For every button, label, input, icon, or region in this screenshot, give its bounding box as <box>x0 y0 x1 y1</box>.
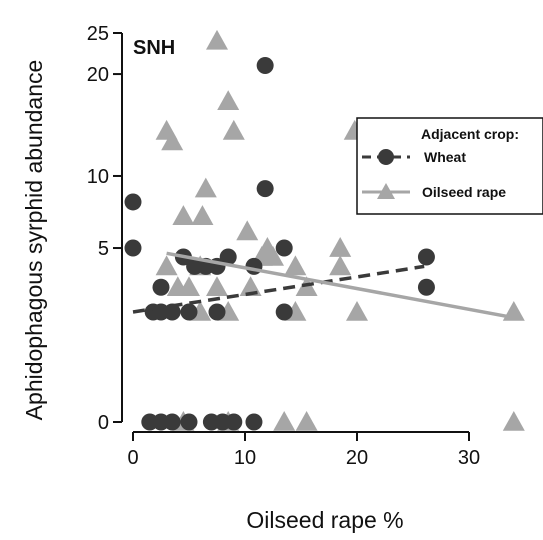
oilseed-rape-point <box>284 255 307 276</box>
legend-oilseed-marker <box>377 183 395 199</box>
oilseed-rape-point <box>206 29 228 50</box>
legend: Adjacent crop: Wheat Oilseed rape <box>356 117 543 215</box>
oilseed-rape-point <box>329 255 352 276</box>
wheat-point <box>225 413 243 431</box>
x-axis-title: Oilseed rape % <box>246 507 403 533</box>
wheat-point <box>124 193 142 211</box>
axes: 0 10 20 30 0 5 10 20 25 <box>87 23 480 469</box>
y-tick-label: 25 <box>87 23 109 45</box>
legend-title: Adjacent crop: <box>421 126 519 142</box>
oilseed-rape-point <box>502 411 525 431</box>
oilseed-rape-point <box>295 411 318 431</box>
legend-wheat-label: Wheat <box>424 149 466 165</box>
oilseed-rape-point <box>217 90 240 111</box>
y-tick-label: 10 <box>87 166 109 188</box>
wheat-point <box>245 413 263 431</box>
wheat-point <box>256 180 274 198</box>
wheat-point <box>208 303 226 321</box>
wheat-point <box>417 278 435 296</box>
oilseed-rape-point <box>222 119 245 140</box>
x-tick-label: 10 <box>234 447 256 469</box>
oilseed-rape-point <box>329 237 352 257</box>
oilseed-rape-point <box>178 276 200 297</box>
x-tick-label: 0 <box>127 447 138 469</box>
oilseed-rape-point <box>161 130 184 151</box>
wheat-point <box>163 303 181 321</box>
wheat-trend-line <box>132 264 425 314</box>
legend-oilseed-label: Oilseed rape <box>422 184 506 200</box>
y-tick-label: 20 <box>87 64 109 86</box>
oilseed-rape-point <box>191 205 214 225</box>
oilseed-rape-point <box>346 300 368 321</box>
data-marks <box>124 29 525 431</box>
y-tick-label: 0 <box>98 412 109 434</box>
wheat-point <box>124 239 142 257</box>
trend-lines <box>132 251 515 320</box>
oilseed-rape-point <box>194 177 217 198</box>
oilseed-rape-point <box>155 255 178 276</box>
wheat-point <box>275 239 293 257</box>
oilseed-rape-point <box>206 276 228 297</box>
wheat-point <box>163 413 181 431</box>
oilseed-rape-point <box>236 220 259 241</box>
wheat-point <box>180 303 198 321</box>
y-axis-title: Aphidophagous syrphid abundance <box>21 60 47 421</box>
wheat-point <box>275 303 293 321</box>
panel-label: SNH <box>133 37 175 59</box>
x-tick-label: 30 <box>458 447 480 469</box>
wheat-point <box>180 413 198 431</box>
wheat-point <box>219 248 237 266</box>
y-tick-label: 5 <box>98 238 109 260</box>
x-tick-label: 20 <box>346 447 368 469</box>
oilseed-rape-trend-line <box>166 251 515 320</box>
oilseed-rape-point <box>172 205 195 225</box>
wheat-point <box>256 56 274 74</box>
oilseed-rape-point <box>262 245 284 266</box>
wheat-point <box>152 278 170 296</box>
oilseed-rape-point <box>273 411 296 431</box>
legend-wheat-marker <box>378 149 394 165</box>
wheat-point <box>417 248 435 266</box>
